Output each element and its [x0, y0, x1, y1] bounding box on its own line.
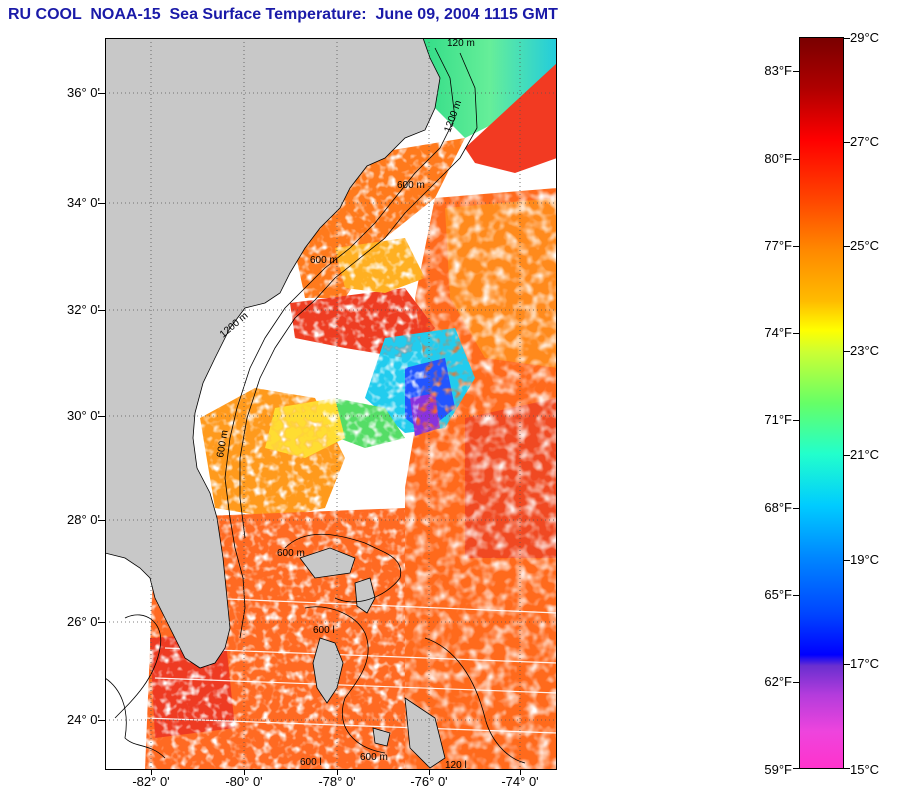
- c-tick: [844, 142, 850, 143]
- lat-tick: [98, 622, 105, 623]
- f-tick: [793, 246, 799, 247]
- scan-line-stripes: [144, 597, 557, 734]
- contour-label: 600 m: [277, 548, 305, 559]
- c-tick: [844, 246, 850, 247]
- f-label-74: 74°F: [764, 325, 792, 340]
- c-label-29: 29°C: [850, 30, 880, 45]
- f-label-83: 83°F: [764, 63, 792, 78]
- contour-label: 120 m: [447, 38, 475, 49]
- c-tick: [844, 455, 850, 456]
- lon-label-80: -80° 0': [225, 774, 263, 789]
- page-title: RU COOL NOAA-15 Sea Surface Temperature:…: [8, 6, 558, 23]
- f-label-68: 68°F: [764, 500, 792, 515]
- f-tick: [793, 508, 799, 509]
- lat-label-30: 30° 0': [67, 408, 100, 423]
- lon-tick: [520, 770, 521, 775]
- temperature-colorbar: [799, 37, 844, 769]
- sst-yellow-band: [265, 398, 345, 458]
- land-us-coast: [105, 38, 441, 669]
- contour-label: 600 l: [300, 757, 322, 768]
- f-label-59: 59°F: [764, 762, 792, 777]
- lon-tick: [429, 770, 430, 775]
- contour-label: 600 m: [310, 255, 338, 266]
- sst-mid-yellow: [335, 238, 425, 293]
- lon-tick: [244, 770, 245, 775]
- lon-label-82: -82° 0': [132, 774, 170, 789]
- c-label-23: 23°C: [850, 343, 880, 358]
- c-tick: [844, 768, 850, 769]
- f-tick: [793, 768, 799, 769]
- lat-tick: [98, 93, 105, 94]
- lon-label-76: -76° 0': [410, 774, 448, 789]
- f-label-77: 77°F: [764, 238, 792, 253]
- f-tick: [793, 420, 799, 421]
- map-frame: [105, 38, 557, 770]
- lon-label-78: -78° 0': [318, 774, 356, 789]
- sst-green-band: [325, 398, 405, 448]
- lat-label-24: 24° 0': [67, 712, 100, 727]
- contour-label: 600 m: [397, 180, 425, 191]
- f-label-62: 62°F: [764, 674, 792, 689]
- contour-label: 120 l: [445, 760, 467, 770]
- c-label-19: 19°C: [850, 552, 880, 567]
- f-label-71: 71°F: [764, 412, 792, 427]
- f-label-80: 80°F: [764, 151, 792, 166]
- lat-tick: [98, 310, 105, 311]
- lat-label-34: 34° 0': [67, 195, 100, 210]
- sst-map[interactable]: 120 m 1200 m 600 m 600 m 1200 m 600 m 60…: [105, 38, 557, 770]
- sst-cool-north: [423, 38, 557, 138]
- lat-label-26: 26° 0': [67, 614, 100, 629]
- contour-label: 600 l: [313, 625, 335, 636]
- c-tick: [844, 560, 850, 561]
- lon-tick: [151, 770, 152, 775]
- bathymetry-contours: [105, 47, 526, 764]
- contour-label: 600 m: [360, 752, 388, 763]
- f-tick: [793, 71, 799, 72]
- c-label-25: 25°C: [850, 238, 880, 253]
- sst-gulf-stream-ne: [465, 63, 557, 173]
- c-label-27: 27°C: [850, 134, 880, 149]
- lat-tick: [98, 720, 105, 721]
- f-tick: [793, 595, 799, 596]
- lon-label-74: -74° 0': [501, 774, 539, 789]
- f-tick: [793, 333, 799, 334]
- sst-eddy-purple: [410, 393, 440, 436]
- lat-lon-grid: [105, 38, 557, 770]
- sst-red-east-bands: [465, 398, 557, 558]
- c-label-15: 15°C: [850, 762, 880, 777]
- c-label-21: 21°C: [850, 447, 880, 462]
- lat-label-32: 32° 0': [67, 302, 100, 317]
- f-label-65: 65°F: [764, 587, 792, 602]
- lat-label-28: 28° 0': [67, 512, 100, 527]
- contour-label: 600 m: [215, 429, 231, 458]
- land-bahamas: [299, 547, 446, 769]
- lat-tick: [98, 520, 105, 521]
- c-tick: [844, 664, 850, 665]
- c-tick: [844, 351, 850, 352]
- lat-tick: [98, 203, 105, 204]
- lat-tick: [98, 416, 105, 417]
- lon-tick: [337, 770, 338, 775]
- f-tick: [793, 159, 799, 160]
- c-tick: [844, 38, 850, 39]
- sst-orange-east: [445, 198, 557, 368]
- c-label-17: 17°C: [850, 656, 880, 671]
- lat-label-36: 36° 0': [67, 85, 100, 100]
- f-tick: [793, 682, 799, 683]
